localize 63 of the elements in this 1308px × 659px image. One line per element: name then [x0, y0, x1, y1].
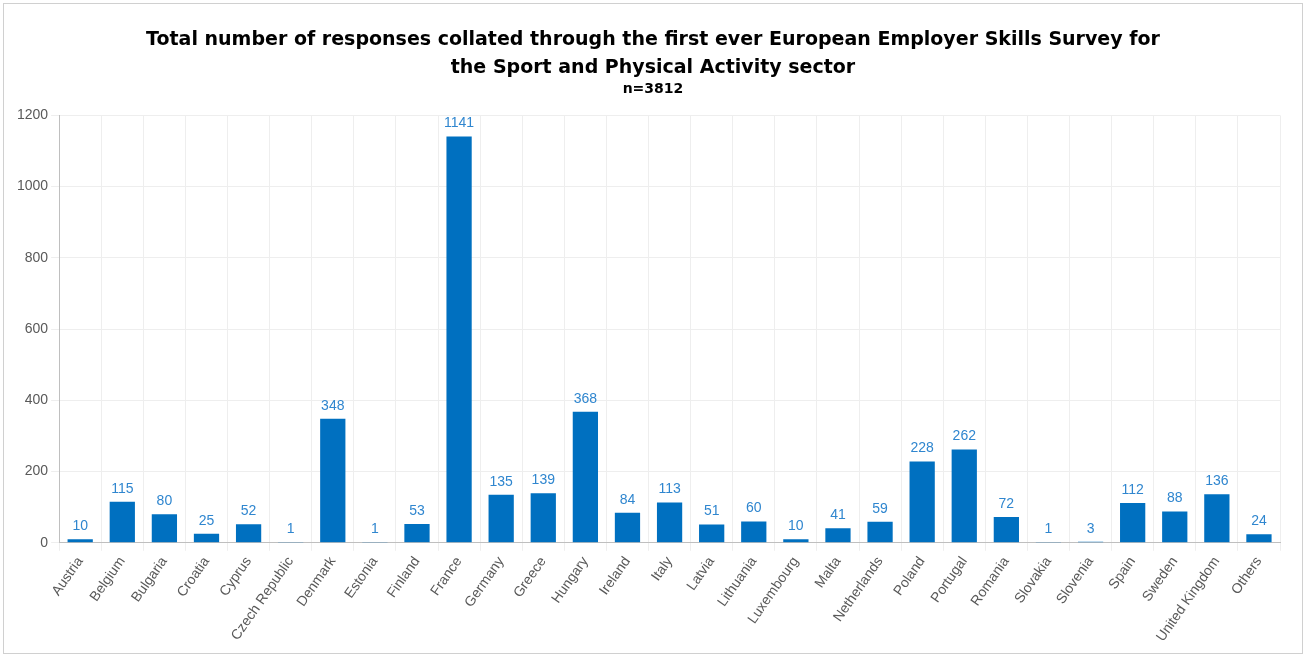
data-label: 228	[910, 439, 935, 456]
bar	[909, 461, 935, 543]
data-label: 1	[1044, 520, 1053, 537]
chart-subtitle: n=3812	[621, 80, 685, 96]
data-label: 60	[745, 499, 762, 516]
data-label: 1141	[444, 114, 475, 131]
bar	[235, 524, 262, 543]
bar	[1246, 534, 1272, 543]
bar	[656, 502, 683, 543]
data-label: 41	[830, 506, 846, 523]
y-tick-label: 0	[40, 533, 49, 550]
y-tick-label: 1200	[16, 106, 49, 123]
y-tick-label: 600	[24, 319, 49, 336]
data-label: 52	[240, 502, 257, 519]
data-label: 348	[321, 396, 345, 413]
y-tick-label: 1000	[16, 177, 49, 194]
data-label: 368	[573, 389, 598, 406]
y-tick-label: 200	[24, 462, 49, 479]
data-label: 53	[409, 501, 425, 518]
bar	[109, 501, 135, 543]
data-label: 25	[198, 511, 215, 528]
bar	[1204, 494, 1230, 543]
bar	[404, 523, 430, 543]
data-label: 3	[1086, 519, 1095, 536]
data-label: 10	[72, 517, 89, 534]
bar	[320, 418, 346, 543]
bar	[783, 539, 809, 543]
bar	[993, 517, 1019, 543]
bar	[867, 521, 893, 543]
bar	[699, 524, 725, 543]
y-tick-label: 800	[24, 248, 49, 265]
bar	[530, 493, 556, 543]
data-label: 72	[998, 494, 1015, 511]
bar	[741, 521, 767, 543]
data-label: 80	[156, 492, 173, 509]
bar	[1120, 502, 1146, 543]
bar	[1162, 511, 1188, 543]
bar	[825, 528, 851, 543]
data-label: 88	[1166, 489, 1183, 506]
chart-title: Total number of responses collated through the first ever European Employer Skills Survey for the Sport and Physical Activity sector	[145, 26, 1161, 79]
data-label: 51	[703, 502, 720, 519]
bar	[67, 539, 93, 543]
bar	[614, 512, 641, 543]
bar	[572, 411, 599, 543]
data-label: 112	[1121, 480, 1145, 497]
bar	[951, 449, 977, 543]
data-label: 136	[1205, 472, 1229, 489]
data-label: 59	[872, 499, 889, 516]
data-label: 115	[111, 479, 134, 496]
data-label: 135	[489, 472, 514, 489]
bar	[151, 514, 178, 543]
data-label: 1	[370, 520, 379, 537]
data-label: 1	[286, 520, 295, 537]
bar	[446, 136, 472, 543]
data-label: 113	[658, 480, 681, 497]
data-label: 262	[952, 427, 977, 444]
bar	[193, 533, 220, 543]
data-label: 10	[788, 517, 804, 534]
data-label: 24	[1251, 512, 1267, 529]
bar	[488, 494, 514, 543]
data-label: 139	[531, 471, 556, 488]
y-tick-label: 400	[24, 391, 49, 408]
data-label: 84	[619, 490, 636, 507]
